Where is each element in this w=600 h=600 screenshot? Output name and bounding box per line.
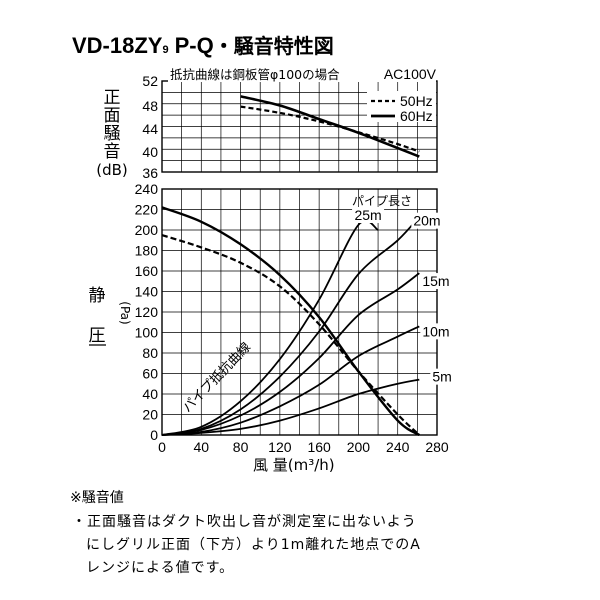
pressure-line-50hz <box>161 234 421 436</box>
noise-y-axis-label: 正 面 騒 音 (dB) <box>96 88 128 179</box>
pressure-ytick: 200 <box>135 222 159 238</box>
noise-series-group <box>240 95 420 158</box>
pressure-ytick: 240 <box>135 181 159 197</box>
pipe-label-bg <box>352 207 385 223</box>
noise-notes: ※騒音値 ・正面騒音はダクト吹出し音が測定室に出ないよう にしグリル正面（下方）… <box>70 489 421 576</box>
pipe-label-bg <box>420 273 453 290</box>
legend-label-50hz: 50Hz <box>400 93 433 109</box>
noise-legend: 50Hz 60Hz <box>367 91 436 124</box>
noise-y-ticks: 52 48 44 40 36 <box>142 73 158 181</box>
note-line: ・正面騒音はダクト吹出し音が測定室に出ないよう <box>72 513 417 530</box>
noise-ytick: 36 <box>142 165 158 181</box>
pressure-ytick: 20 <box>142 407 158 423</box>
pressure-ytick: 180 <box>135 243 159 259</box>
title-label: ・騒音特性図 <box>214 34 334 58</box>
noise-header-bg <box>168 66 436 82</box>
pipe-label-bg <box>420 323 453 340</box>
pressure-ytick: 40 <box>142 386 158 402</box>
pressure-x-ticks: 0 40 80 120 160 200 240 280 <box>158 439 449 455</box>
pressure-ytick: 80 <box>142 345 158 361</box>
pipe-curve-25m <box>161 219 379 436</box>
model-name: VD-18ZY <box>72 33 163 58</box>
noise-ytick: 48 <box>142 98 158 114</box>
pressure-xtick: 120 <box>268 439 292 455</box>
model-variant: P-Q <box>175 33 214 58</box>
pressure-xtick: 240 <box>386 439 410 455</box>
voltage-label: AC100V <box>384 66 437 82</box>
pipe-length-label-25m: 25m <box>354 207 381 223</box>
pipe-resistance-label: パイプ抵抗曲線 <box>179 339 254 416</box>
pressure-ytick: 60 <box>142 366 158 382</box>
pipe-label-bg <box>430 368 463 385</box>
pipe-length-label-20m: 20m <box>413 213 440 229</box>
legend-label-60hz: 60Hz <box>400 108 433 124</box>
pressure-xtick: 280 <box>425 439 449 455</box>
model-suffix: 9 <box>162 44 168 56</box>
pipe-length-label-5m: 5m <box>432 369 451 385</box>
pressure-ytick: 220 <box>135 202 159 218</box>
pipe-length-label-15m: 15m <box>422 273 449 289</box>
pressure-ylabel-char-2: 圧 <box>89 326 106 346</box>
pressure-line-60hz <box>161 206 420 437</box>
pressure-xtick: 160 <box>307 439 331 455</box>
noise-ylabel-char: 音 <box>104 142 121 162</box>
noise-ytick: 52 <box>142 73 158 89</box>
pipe-length-label-10m: 10m <box>422 323 449 339</box>
pressure-ytick: 100 <box>135 325 159 341</box>
pressure-ytick: 160 <box>135 263 159 279</box>
noise-ylabel-char: 騒 <box>104 124 121 144</box>
pipe-resistance-curves <box>161 216 420 436</box>
pipe-curve-20m <box>161 216 420 436</box>
pressure-ytick: 120 <box>135 304 159 320</box>
x-axis-label: 風 量(m³/h) <box>253 456 335 474</box>
pressure-series-group <box>161 206 421 437</box>
pressure-ylabel-unit: (Pa) <box>118 301 132 324</box>
pipe-curve-15m <box>161 272 420 436</box>
pressure-ytick: 0 <box>150 427 158 443</box>
pipe-label-bg <box>411 212 444 229</box>
pipe-curve-10m <box>161 325 420 436</box>
pressure-ylabel-char-1: 静 <box>89 286 106 306</box>
pressure-ytick: 140 <box>135 284 159 300</box>
noise-ylabel-unit: (dB) <box>96 161 128 179</box>
noise-ytick: 44 <box>142 121 158 137</box>
pipe-curve-5m <box>161 378 420 436</box>
noise-ylabel-char: 面 <box>104 106 121 126</box>
note-line: レンジによる値です。 <box>86 560 234 576</box>
noise-ylabel-char: 正 <box>104 88 121 108</box>
pressure-xtick: 200 <box>347 439 371 455</box>
pipe-length-labels: 25m 20m 15m 10m 5m <box>352 207 463 385</box>
noise-chart: 抵抗曲線は鋼板管φ100の場合 AC100V 52 48 44 40 36 正 … <box>96 66 438 181</box>
notes-heading: ※騒音値 <box>70 489 124 506</box>
resistance-curve-note: 抵抗曲線は鋼板管φ100の場合 <box>170 67 340 82</box>
noise-line-60hz <box>240 95 420 158</box>
pressure-y-axis-label: 静 圧 (Pa) <box>89 286 133 346</box>
pipe-length-title: パイプ長さ <box>352 194 412 208</box>
noise-ytick: 40 <box>142 144 158 160</box>
note-line: にしグリル正面（下方）より1m離れた地点でのA <box>86 536 421 553</box>
pressure-xtick: 0 <box>158 439 166 455</box>
pressure-xtick: 40 <box>193 439 209 455</box>
figure-title: VD-18ZY9 P-Q・騒音特性図 <box>72 33 334 58</box>
pressure-xtick: 80 <box>233 439 249 455</box>
pressure-plot-frame <box>161 188 438 436</box>
